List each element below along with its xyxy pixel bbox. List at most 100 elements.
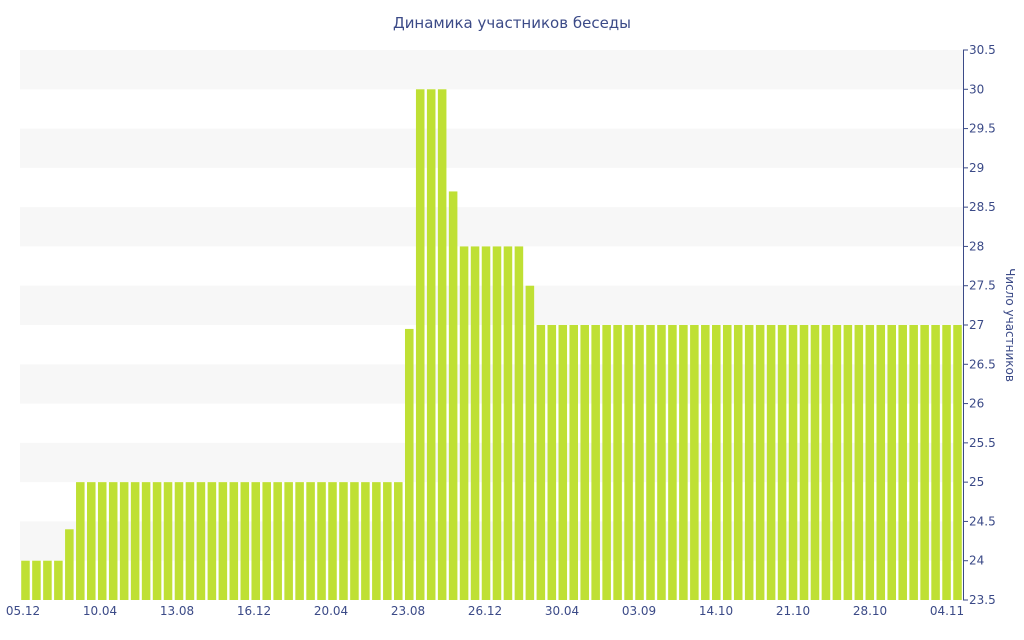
grid-bands <box>20 50 963 561</box>
bar <box>492 246 502 600</box>
bar <box>635 325 644 600</box>
x-tick-label: 23.08 <box>391 604 425 618</box>
y-tick-label: 27.5 <box>969 279 996 293</box>
bar <box>174 482 184 600</box>
bar <box>722 325 732 600</box>
bar <box>591 325 600 600</box>
bar <box>679 325 688 600</box>
x-tick-label: 10.04 <box>83 604 117 618</box>
bar <box>876 325 886 600</box>
bar <box>843 325 853 600</box>
bar <box>163 482 173 600</box>
bar <box>130 482 140 600</box>
bar <box>383 482 392 600</box>
x-tick-label: 21.10 <box>776 604 810 618</box>
bar <box>361 482 370 600</box>
bar <box>481 246 491 600</box>
bar <box>306 482 315 600</box>
bar <box>426 89 436 600</box>
bar <box>854 325 864 600</box>
y-tick-label: 29.5 <box>969 122 996 136</box>
grid-band <box>20 207 963 247</box>
bar <box>262 482 271 600</box>
bar <box>887 325 896 600</box>
bar <box>108 482 118 600</box>
bar <box>865 325 875 600</box>
bar <box>437 89 447 600</box>
y-axis-ticks: 23.5 24 24.5 25 25.5 26 26.5 27 27.5 28 28.5 29 29.5… <box>963 43 996 607</box>
x-tick-label: 20.04 <box>314 604 348 618</box>
bar <box>229 482 239 600</box>
bar <box>76 482 85 600</box>
bar <box>755 325 765 600</box>
bar <box>65 529 74 600</box>
x-tick-label: 04.11 <box>930 604 964 618</box>
bar <box>668 325 677 600</box>
bars <box>21 89 962 600</box>
y-tick-label: 30.5 <box>969 43 996 57</box>
bar <box>799 325 809 600</box>
bar <box>613 325 622 600</box>
bar <box>547 325 557 600</box>
bar <box>350 482 359 600</box>
y-tick-label: 23.5 <box>969 593 996 607</box>
bar <box>602 325 611 600</box>
y-tick-label: 25.5 <box>969 436 996 450</box>
bar <box>317 482 326 600</box>
bar <box>953 325 962 600</box>
x-tick-label: 14.10 <box>699 604 733 618</box>
bar <box>569 325 579 600</box>
bar <box>372 482 381 600</box>
bar <box>536 325 546 600</box>
y-tick-label: 29 <box>969 161 984 175</box>
bar <box>624 325 633 600</box>
bar <box>942 325 951 600</box>
bar <box>712 325 721 600</box>
bar <box>832 325 842 600</box>
x-tick-label: 28.10 <box>853 604 887 618</box>
grid-band <box>20 50 963 90</box>
bar <box>470 246 480 600</box>
bar <box>503 246 513 600</box>
y-tick-label: 27 <box>969 318 984 332</box>
bar <box>196 482 206 600</box>
bar <box>810 325 820 600</box>
y-tick-label: 26.5 <box>969 357 996 371</box>
bar <box>141 482 151 600</box>
bar <box>394 482 403 600</box>
y-tick-label: 26 <box>969 397 984 411</box>
x-tick-label: 05.12 <box>6 604 40 618</box>
bar <box>459 246 469 600</box>
bar <box>788 325 798 600</box>
bar <box>404 328 414 600</box>
bar <box>821 325 831 600</box>
x-tick-label: 16.12 <box>237 604 271 618</box>
x-tick-label: 30.04 <box>545 604 579 618</box>
bar <box>448 191 458 600</box>
grid-band <box>20 285 963 325</box>
bar <box>525 285 535 600</box>
bar <box>701 325 710 600</box>
chart-title: Динамика участников беседы <box>393 14 631 32</box>
bar <box>21 560 30 600</box>
bar <box>152 482 162 600</box>
bar <box>218 482 228 600</box>
grid-band <box>20 364 963 404</box>
y-tick-label: 24 <box>969 554 984 568</box>
bar <box>657 325 666 600</box>
bar <box>744 325 754 600</box>
bar <box>97 482 107 600</box>
bar <box>898 325 907 600</box>
bar <box>415 89 425 600</box>
y-axis-title: Число участников <box>1003 268 1017 382</box>
grid-band <box>20 521 963 561</box>
bar <box>328 482 337 600</box>
bar <box>251 482 261 600</box>
grid-band <box>20 128 963 168</box>
y-tick-label: 25 <box>969 475 984 489</box>
bar <box>54 560 63 600</box>
y-tick-label: 28.5 <box>969 200 996 214</box>
bar <box>207 482 217 600</box>
